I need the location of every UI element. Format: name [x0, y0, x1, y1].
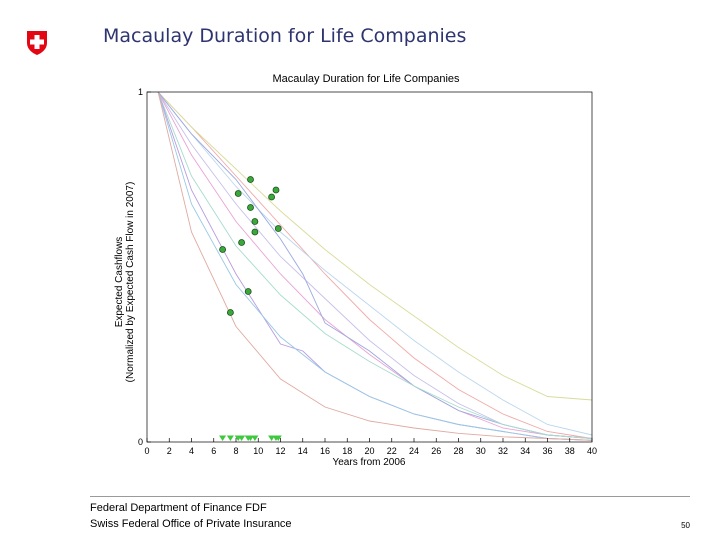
- series-line-5: [157, 91, 593, 439]
- marker-layer: [219, 176, 282, 441]
- axis-marker-7: [251, 435, 259, 441]
- x-tick-label-32: 32: [498, 446, 508, 456]
- x-tick-label-28: 28: [453, 446, 463, 456]
- series-line-9: [157, 91, 593, 441]
- axis-marker-10: [274, 435, 282, 441]
- series-line-2: [157, 91, 593, 401]
- duration-marker-2: [226, 309, 234, 316]
- y-tick-label-1: 1: [138, 87, 143, 97]
- x-tick-label-14: 14: [298, 446, 308, 456]
- chart-title: Macaulay Duration for Life Companies: [272, 73, 460, 85]
- x-tick-label-12: 12: [275, 446, 285, 456]
- plot-frame: [146, 91, 593, 443]
- series-line-8: [157, 91, 593, 441]
- x-tick-label-16: 16: [320, 446, 330, 456]
- duration-marker-6: [247, 176, 254, 183]
- x-tick-label-4: 4: [189, 446, 194, 456]
- duration-marker-1: [219, 246, 226, 253]
- x-tick-label-8: 8: [233, 446, 238, 456]
- duration-marker-7: [247, 204, 254, 211]
- x-tick-label-22: 22: [387, 446, 397, 456]
- x-tick-label-38: 38: [565, 446, 575, 456]
- axis-marker-2: [226, 435, 234, 441]
- duration-marker-8: [251, 228, 259, 236]
- footer-department: Federal Department of Finance FDF: [90, 502, 267, 514]
- x-tick-label-40: 40: [587, 446, 597, 456]
- series-line-1: [157, 91, 593, 439]
- x-tick-label-0: 0: [144, 446, 149, 456]
- footer-office: Swiss Federal Office of Private Insuranc…: [90, 518, 292, 530]
- cross-horizontal: [30, 39, 44, 45]
- series-line-7: [157, 91, 593, 439]
- axis-marker-6: [247, 435, 254, 441]
- series-layer: [157, 91, 593, 441]
- x-tick-label-18: 18: [342, 446, 352, 456]
- y-axis-label-primary: Expected Cashflows: [114, 237, 125, 328]
- duration-marker-10: [268, 193, 276, 201]
- x-axis-label: Years from 2006: [332, 457, 405, 468]
- slide-title: Macaulay Duration for Life Companies: [103, 25, 467, 47]
- x-tick-label-30: 30: [476, 446, 486, 456]
- axis-marker-4: [238, 435, 246, 441]
- y-tick-label-0: 0: [138, 437, 143, 447]
- page-number: 50: [681, 521, 690, 530]
- x-tick-label-24: 24: [409, 446, 419, 456]
- axis-marker-8: [268, 435, 276, 441]
- duration-marker-12: [274, 225, 282, 232]
- x-tick-label-34: 34: [520, 446, 530, 456]
- x-tick-label-20: 20: [364, 446, 374, 456]
- x-tick-label-10: 10: [253, 446, 263, 456]
- duration-marker-3: [234, 190, 242, 197]
- x-tick-label-2: 2: [167, 446, 172, 456]
- swiss-cross-icon: [27, 31, 47, 55]
- duration-marker-9: [251, 218, 259, 225]
- y-axis-label-secondary: (Normalized by Expected Cash Flow in 200…: [125, 182, 136, 383]
- x-tick-label-6: 6: [211, 446, 216, 456]
- axis-marker-1: [219, 435, 227, 441]
- footer-divider: [90, 496, 690, 497]
- x-tick-label-26: 26: [431, 446, 441, 456]
- series-line-3: [157, 91, 593, 436]
- x-tick-label-36: 36: [542, 446, 552, 456]
- duration-marker-11: [272, 186, 280, 194]
- duration-marker-4: [238, 239, 246, 246]
- series-line-10: [157, 91, 593, 441]
- duration-marker-5: [244, 288, 252, 295]
